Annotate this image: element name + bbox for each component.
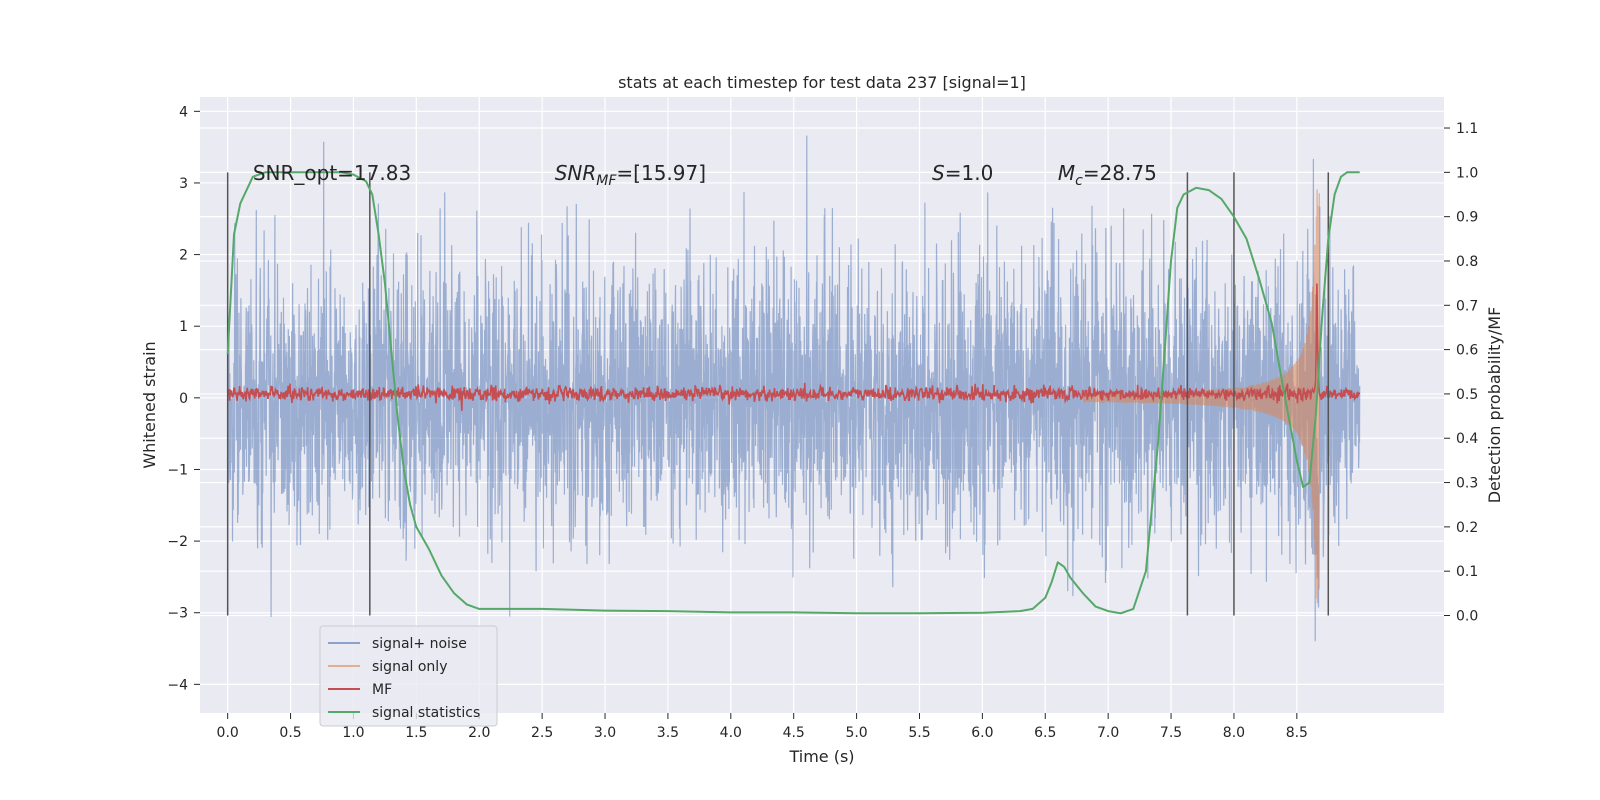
x-tick-label: 7.0	[1097, 725, 1119, 741]
annotation-text: SNRMF=[15.97]	[555, 161, 706, 189]
y2-tick-label: 0.3	[1456, 476, 1478, 492]
x-tick-label: 1.5	[405, 725, 427, 741]
x-tick-label: 5.0	[845, 725, 867, 741]
signal-statistics-series	[226, 171, 1360, 615]
signal-noise-line	[227, 135, 1361, 642]
y-tick-label: −3	[167, 606, 188, 622]
y-tick-label: −4	[167, 677, 188, 693]
y-tick-label: −2	[167, 534, 188, 550]
y2-tick-label: 0.9	[1456, 210, 1478, 226]
x-tick-label: 6.0	[971, 725, 993, 741]
chart-title: stats at each timestep for test data 237…	[618, 73, 1026, 92]
legend-box	[319, 625, 498, 727]
x-axis-ticks: 0.0 0.5 1.0 1.5 2.0 2.5 3.0 3.5 4.0 4.5 5.0 5.5 6.0 6…	[217, 713, 1308, 741]
y-tick-label: 3	[179, 176, 188, 192]
x-tick-label: 0.5	[279, 725, 301, 741]
y2-tick-label: 1.1	[1456, 121, 1478, 137]
x-tick-label: 3.0	[594, 725, 616, 741]
mf-series	[226, 283, 1361, 411]
x-tick-label: 8.5	[1286, 725, 1308, 741]
y-tick-label: 4	[179, 104, 188, 120]
legend: signal+ noise signal only MF signal statist…	[319, 625, 498, 727]
y2-tick-label: 0.4	[1456, 431, 1478, 447]
y2-axis-ticks: 0.0 0.1 0.2 0.3 0.4 0.5 0.6 0.7 0.8 0.9 1.0 1.1	[1444, 121, 1478, 625]
y-axis-label: Whitened strain	[140, 341, 159, 468]
y2-tick-label: 0.6	[1456, 343, 1478, 359]
legend-label: signal+ noise	[372, 636, 467, 652]
x-tick-label: 4.0	[720, 725, 742, 741]
x-tick-label: 1.0	[342, 725, 364, 741]
y2-tick-label: 1.0	[1456, 165, 1478, 181]
mf-line	[226, 283, 1361, 411]
y2-tick-label: 0.1	[1456, 564, 1478, 580]
x-tick-label: 0.0	[217, 725, 239, 741]
y-tick-label: 2	[179, 248, 188, 264]
x-tick-label: 2.5	[531, 725, 553, 741]
y2-tick-label: 0.0	[1456, 609, 1478, 625]
y2-axis-label: Detection probability/MF	[1485, 307, 1504, 504]
y-tick-label: 1	[179, 319, 188, 335]
x-tick-label: 5.5	[908, 725, 930, 741]
y2-tick-label: 0.8	[1456, 254, 1478, 270]
y2-tick-label: 0.2	[1456, 520, 1478, 536]
y-tick-label: 0	[179, 391, 188, 407]
x-tick-label: 3.5	[657, 725, 679, 741]
x-axis-label: Time (s)	[788, 747, 854, 766]
y2-tick-label: 0.5	[1456, 387, 1478, 403]
y-tick-label: −1	[167, 462, 188, 478]
x-tick-label: 2.0	[468, 725, 490, 741]
annotation-text: S=1.0	[932, 161, 993, 185]
signal-noise-series	[227, 135, 1361, 642]
annotation-text: Mc=28.75	[1058, 161, 1157, 189]
x-tick-label: 7.5	[1160, 725, 1182, 741]
y2-tick-label: 0.7	[1456, 298, 1478, 314]
x-tick-label: 8.0	[1223, 725, 1245, 741]
legend-label: signal statistics	[372, 705, 480, 721]
y-axis-ticks: −4 −3 −2 −1 0 1 2 3 4	[167, 104, 200, 693]
legend-label: MF	[372, 682, 392, 698]
annotations: SNR_opt=17.83 SNRMF=[15.97] S=1.0 Mc=28.75	[253, 161, 1157, 189]
x-tick-label: 4.5	[783, 725, 805, 741]
x-tick-label: 6.5	[1034, 725, 1056, 741]
legend-label: signal only	[372, 659, 447, 675]
annotation-text: SNR_opt=17.83	[253, 161, 411, 185]
signal-statistics-line	[226, 171, 1360, 615]
